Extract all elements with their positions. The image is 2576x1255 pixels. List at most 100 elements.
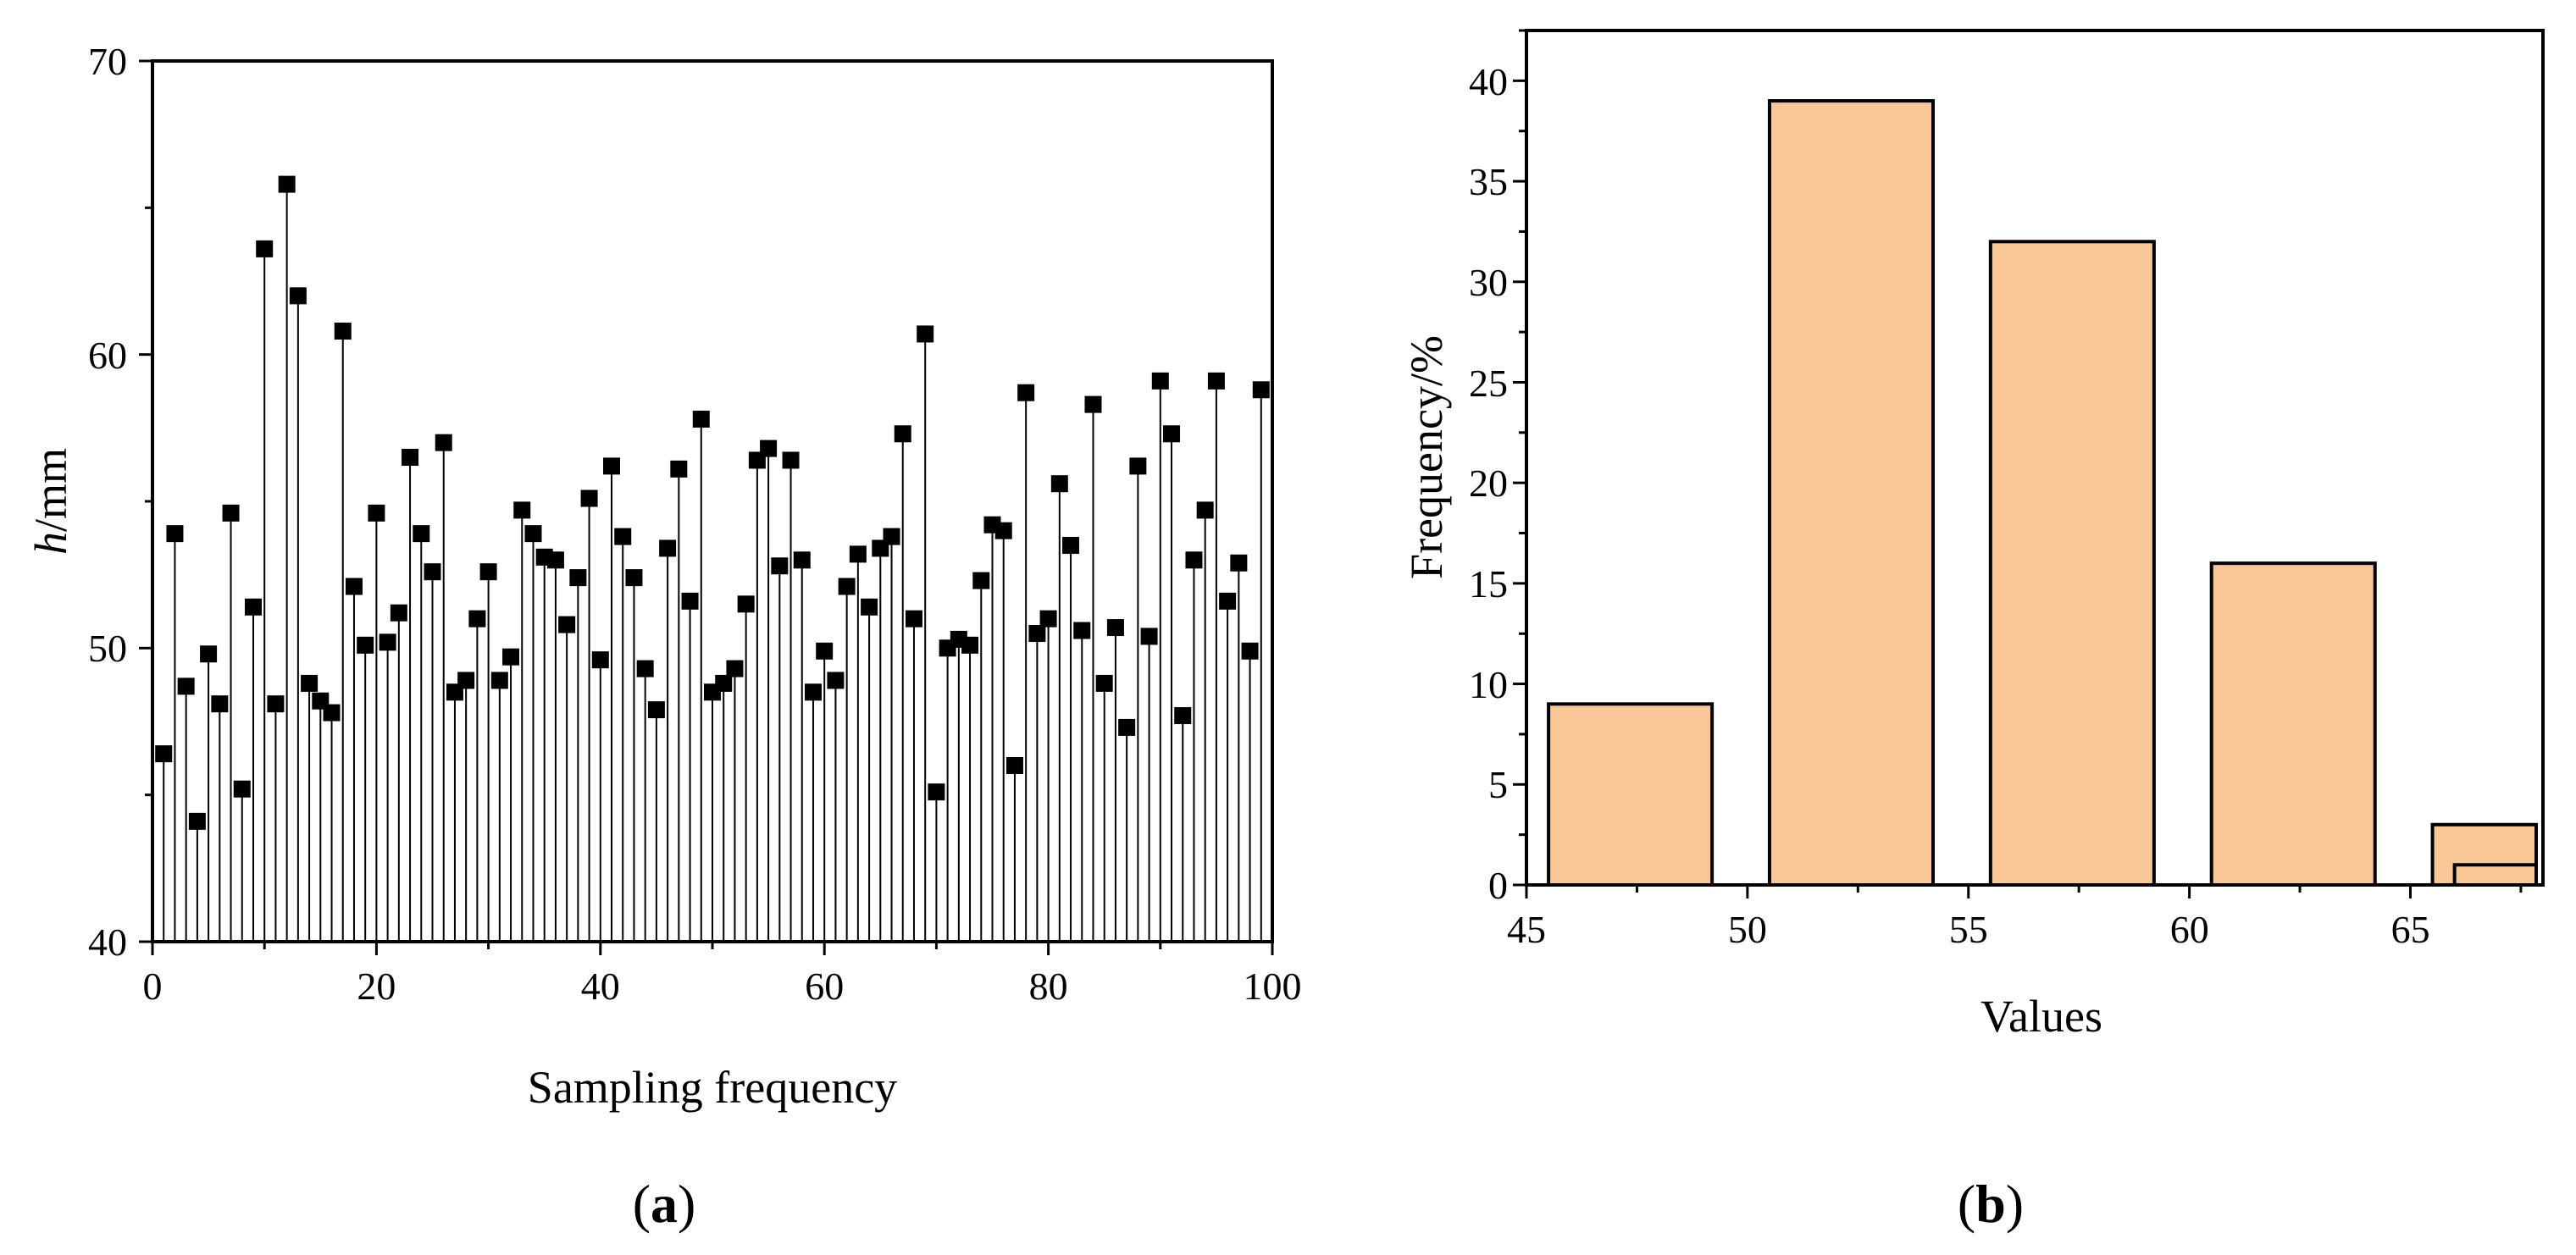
data-point [211,695,229,713]
data-point [278,175,296,193]
data-point [883,528,900,545]
data-point [558,616,576,633]
y-tick-label: 5 [1488,763,1508,806]
data-point [546,551,564,569]
stem-lines [163,184,1262,942]
y-tick-label: 70 [88,40,127,83]
axis-ticks-a [139,59,1274,955]
data-point [1129,457,1147,475]
panel-b: 45 50 55 60 65 0 5 10 15 20 25 30 35 40 … [1401,29,2545,1234]
data-point [591,651,609,669]
data-point [1084,395,1102,413]
data-point [323,704,341,721]
y-tick-label: 40 [1469,60,1508,103]
x-tick-label: 55 [1949,908,1988,951]
data-point [1140,628,1158,645]
data-point [1073,622,1091,639]
data-point [402,449,419,466]
x-tick-label: 20 [357,965,396,1008]
data-point [301,674,319,692]
data-point [256,240,274,257]
data-point [379,633,396,651]
data-point [1163,425,1181,443]
data-point [917,325,934,343]
x-axis-title-b: Values [1980,991,2102,1042]
data-point [849,545,867,563]
data-point [222,504,240,522]
data-point [760,440,778,457]
data-point [670,460,688,478]
data-point [1005,757,1023,774]
histogram-bars [1547,99,2538,887]
x-tick-label: 100 [1244,965,1302,1008]
panel-label-b: (b) [1958,1174,2024,1234]
data-point [737,595,755,613]
y-axis-title-b: Frequency/% [1401,335,1452,579]
data-point [413,525,430,543]
data-point [827,672,845,689]
data-point [793,551,811,569]
x-tick-label: 60 [2170,908,2209,951]
y-tick-label: 30 [1469,261,1508,304]
x-axis-title-a: Sampling frequency [528,1062,897,1113]
panel-label-a: (a) [633,1174,696,1234]
data-point [1151,372,1169,390]
data-point [155,745,173,763]
x-tick-label: 50 [1728,908,1767,951]
data-point [233,780,251,798]
data-point [681,592,699,610]
plot-frame-b [1525,29,2545,887]
data-point [1118,718,1136,736]
data-point [479,563,497,581]
y-tick-label: 0 [1488,864,1508,907]
y-tick-label: 25 [1469,362,1508,405]
data-point [200,645,218,663]
data-point [771,557,789,575]
data-point [166,525,184,543]
data-point [647,701,665,719]
y-axis-title-unit: /mm [25,448,76,532]
data-point [345,578,363,595]
data-point [603,457,621,475]
data-point [569,569,587,587]
data-point [1106,619,1124,637]
data-point [614,528,632,545]
data-point [1252,381,1270,399]
data-point [490,672,508,689]
data-point [782,451,800,469]
histogram-bar [1547,702,1715,887]
x-tick-label: 65 [2391,908,2430,951]
data-point [838,578,856,595]
y-tick-label: 20 [1469,462,1508,505]
data-point [636,660,654,677]
data-point [267,695,285,713]
data-point [468,610,486,628]
y-tick-label: 10 [1469,663,1508,706]
axis-ticks-b [1513,29,2523,898]
data-point [659,539,677,557]
data-point [513,501,531,519]
x-tick-label: 45 [1507,908,1546,951]
data-point [1174,707,1192,725]
x-tick-label: 80 [1029,965,1068,1008]
data-point [1241,642,1259,660]
data-point [972,572,990,589]
y-tick-label: 35 [1469,160,1508,203]
data-point [1039,610,1057,628]
data-point [435,434,452,451]
data-point [1050,475,1068,493]
data-point [994,522,1012,539]
data-point [961,636,979,654]
data-point [424,563,441,581]
data-point [1207,372,1225,390]
data-point [1095,674,1113,692]
data-point [861,598,878,616]
x-tick-label: 0 [143,965,163,1008]
data-point [188,812,206,830]
data-point [1028,625,1046,642]
data-point [390,604,407,622]
data-point [928,783,945,801]
data-point [1230,554,1248,572]
data-point [1017,384,1035,401]
